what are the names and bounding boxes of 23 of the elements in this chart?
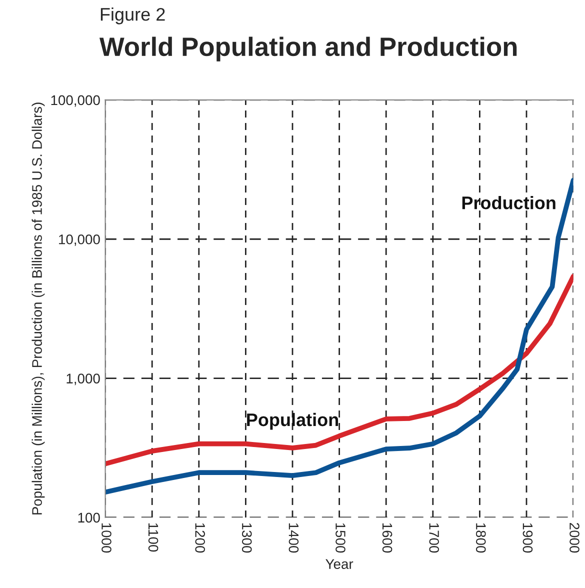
y-tick-label: 100 <box>78 512 100 523</box>
x-tick-label: 1700 <box>429 523 440 553</box>
line-series <box>105 178 574 495</box>
x-tick-label: 1500 <box>336 523 346 553</box>
x-tick-label: 2000 <box>570 523 580 553</box>
chart-subtitle: Figure 2 <box>100 7 165 24</box>
chart-title: World Population and Production <box>99 36 517 62</box>
x-tick-label: 1800 <box>476 523 486 553</box>
y-tick-label: 10,000 <box>59 234 100 246</box>
y-tick-label: 1,000 <box>66 374 100 386</box>
series-label: Production <box>462 196 556 210</box>
x-tick-label: 1400 <box>288 523 299 553</box>
line-series <box>105 274 574 466</box>
x-axis-title: Year <box>326 559 354 569</box>
x-tick-label: 1600 <box>382 523 392 553</box>
x-tick-label: 1000 <box>102 523 112 553</box>
x-tick-label: 1100 <box>148 523 158 552</box>
x-tick-label: 1900 <box>522 523 533 553</box>
y-tick-label: 100,000 <box>51 95 100 107</box>
x-tick-label: 1200 <box>195 523 206 553</box>
x-tick-label: 1300 <box>242 523 252 553</box>
y-axis-title: Population (in Millions), Production (in Billions of 1985 U.S. Dollars) <box>32 102 45 514</box>
series-label: Population <box>247 412 338 430</box>
